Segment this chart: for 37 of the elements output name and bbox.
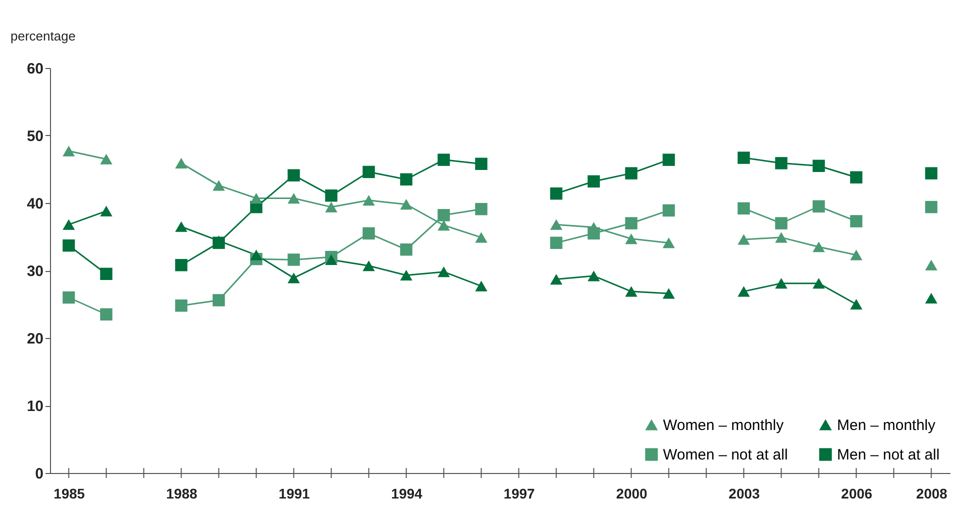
point	[175, 299, 188, 312]
point	[62, 219, 75, 230]
x-tick-label: 2006	[841, 486, 873, 502]
legend-label: Men – monthly	[837, 416, 936, 434]
y-axis-title: percentage	[10, 28, 76, 44]
point	[100, 154, 112, 164]
point	[100, 206, 112, 216]
point	[62, 291, 75, 304]
y-tick-label: 0	[35, 466, 44, 482]
y-tick-label: 50	[26, 128, 44, 145]
x-tick-label: 1985	[54, 486, 86, 502]
y-tick-label: 60	[26, 60, 44, 78]
point	[662, 154, 675, 166]
y-tick-label: 20	[26, 330, 44, 348]
x-tick-label: 1997	[504, 486, 536, 502]
x-tick-label: 1988	[166, 486, 198, 502]
point	[738, 152, 750, 164]
legend-label: Men – not at all	[837, 446, 940, 464]
point	[925, 260, 938, 270]
y-tick-label: 40	[26, 196, 44, 212]
point	[925, 167, 938, 180]
point	[62, 239, 75, 252]
x-tick-label: 1991	[278, 486, 310, 502]
x-tick-label: 2000	[616, 486, 648, 502]
legend-label: Women – monthly	[663, 416, 784, 434]
point	[100, 268, 112, 280]
point	[62, 146, 75, 156]
x-tick-label: 2008	[916, 486, 948, 502]
y-tick-label: 30	[26, 263, 44, 280]
x-tick-label: 1994	[391, 486, 423, 502]
y-tick-label: 10	[26, 398, 44, 415]
point	[925, 292, 938, 304]
x-tick-label: 2003	[728, 486, 760, 502]
point	[100, 308, 112, 320]
point	[212, 294, 225, 306]
point	[925, 200, 938, 214]
legend-label: Women – not at all	[663, 446, 788, 464]
